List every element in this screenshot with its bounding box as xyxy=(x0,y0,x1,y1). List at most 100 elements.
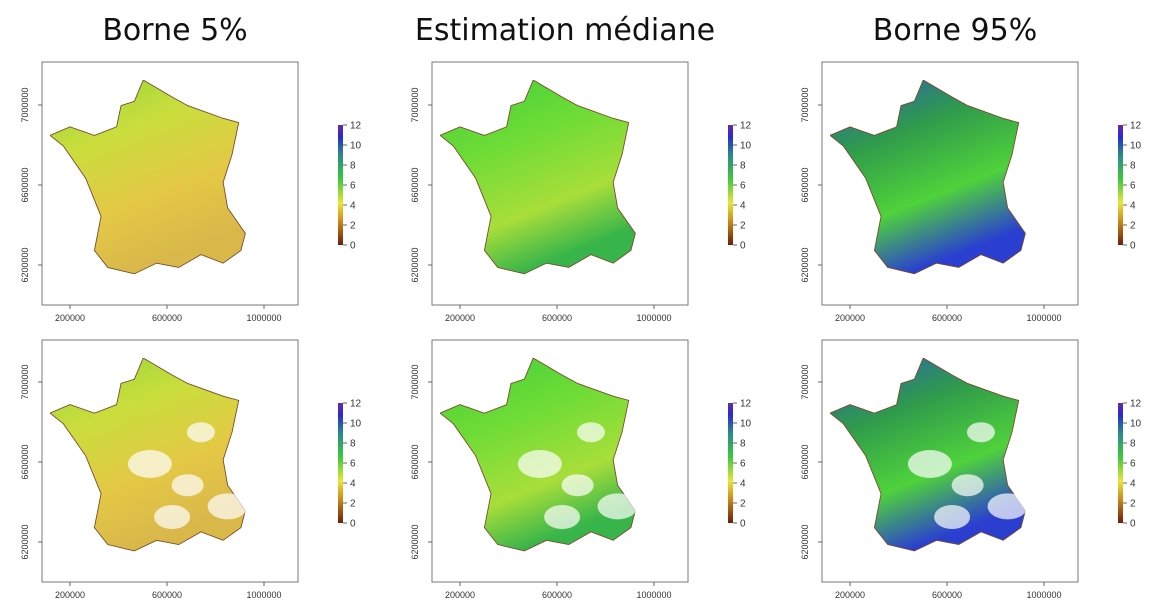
colorbar-label: 4 xyxy=(740,479,746,490)
plot-frame xyxy=(821,339,1079,583)
x-tick-label: 200000 xyxy=(55,590,85,600)
no-data-area xyxy=(907,450,952,478)
colorbar-label: 2 xyxy=(740,499,746,510)
x-tick-label: 1000000 xyxy=(636,590,671,600)
colorbar-label: 4 xyxy=(1130,201,1136,212)
x-tick-label: 600000 xyxy=(542,590,572,600)
no-data-area xyxy=(934,505,971,529)
x-tick-label: 1000000 xyxy=(246,313,281,323)
y-tick-label: 6200000 xyxy=(410,247,420,282)
colorbar-label: 12 xyxy=(350,399,362,410)
colorbar xyxy=(338,403,343,523)
colorbar-label: 6 xyxy=(740,459,746,470)
colorbar-label: 12 xyxy=(740,399,752,410)
colorbar-label: 2 xyxy=(350,499,356,510)
colorbar-label: 6 xyxy=(740,181,746,192)
colorbar-label: 4 xyxy=(350,201,356,212)
no-data-area xyxy=(987,493,1028,520)
colorbar-label: 12 xyxy=(350,121,362,132)
map xyxy=(50,80,246,275)
no-data-area xyxy=(597,493,638,520)
colorbar-label: 10 xyxy=(350,419,362,430)
x-tick-label: 200000 xyxy=(445,590,475,600)
y-tick-label: 6200000 xyxy=(20,524,30,559)
colorbar xyxy=(338,125,343,245)
no-data-area xyxy=(154,505,191,529)
colorbar-label: 6 xyxy=(350,459,356,470)
y-tick-label: 7000000 xyxy=(800,87,810,122)
colorbar xyxy=(1118,403,1123,523)
x-tick-label: 200000 xyxy=(55,313,85,323)
y-tick-label: 7000000 xyxy=(800,364,810,399)
no-data-area xyxy=(127,450,172,478)
x-tick-label: 600000 xyxy=(152,313,182,323)
plot-frame xyxy=(431,61,689,306)
y-tick-label: 7000000 xyxy=(20,364,30,399)
y-tick-label: 6200000 xyxy=(800,524,810,559)
y-tick-label: 6600000 xyxy=(20,167,30,202)
colorbar-label: 4 xyxy=(740,201,746,212)
colorbar-label: 0 xyxy=(1130,241,1136,252)
y-tick-label: 6600000 xyxy=(20,444,30,479)
x-tick-label: 600000 xyxy=(542,313,572,323)
colorbar-label: 8 xyxy=(1130,439,1136,450)
colorbar-label: 8 xyxy=(1130,161,1136,172)
y-tick-label: 6200000 xyxy=(800,247,810,282)
colorbar-label: 10 xyxy=(740,141,752,152)
no-data-area xyxy=(544,505,581,529)
colorbar-label: 0 xyxy=(1130,519,1136,530)
map xyxy=(440,80,636,275)
colorbar-label: 6 xyxy=(350,181,356,192)
plot-frame xyxy=(41,339,299,583)
colorbar xyxy=(728,403,733,523)
y-tick-label: 6600000 xyxy=(410,444,420,479)
colorbar-label: 12 xyxy=(1130,121,1142,132)
x-tick-label: 600000 xyxy=(932,590,962,600)
y-tick-label: 6600000 xyxy=(410,167,420,202)
x-tick-label: 200000 xyxy=(445,313,475,323)
x-tick-label: 600000 xyxy=(152,590,182,600)
colorbar xyxy=(1118,125,1123,245)
x-tick-label: 1000000 xyxy=(246,590,281,600)
no-data-area xyxy=(517,450,562,478)
plot-frame xyxy=(431,339,689,583)
y-tick-label: 7000000 xyxy=(20,87,30,122)
colorbar-label: 8 xyxy=(740,161,746,172)
colorbar-label: 10 xyxy=(1130,419,1142,430)
colorbar-label: 4 xyxy=(1130,479,1136,490)
no-data-area xyxy=(186,422,215,443)
colorbar-label: 8 xyxy=(350,161,356,172)
colorbar-label: 6 xyxy=(1130,181,1136,192)
colorbar-label: 2 xyxy=(1130,499,1136,510)
no-data-area xyxy=(576,422,605,443)
colorbar-label: 2 xyxy=(740,221,746,232)
colorbar-label: 4 xyxy=(350,479,356,490)
no-data-area xyxy=(951,474,984,497)
plot-frame xyxy=(41,61,299,306)
colorbar-label: 6 xyxy=(1130,459,1136,470)
x-tick-label: 200000 xyxy=(835,590,865,600)
plot-frame xyxy=(821,61,1079,306)
colorbar-label: 10 xyxy=(740,419,752,430)
colorbar-label: 10 xyxy=(1130,141,1142,152)
y-tick-label: 7000000 xyxy=(410,87,420,122)
x-tick-label: 1000000 xyxy=(636,313,671,323)
map xyxy=(830,80,1026,275)
column-title: Borne 5% xyxy=(102,13,247,48)
colorbar-label: 0 xyxy=(350,519,356,530)
colorbar-label: 0 xyxy=(350,241,356,252)
no-data-area xyxy=(171,474,204,497)
colorbar-label: 10 xyxy=(350,141,362,152)
colorbar xyxy=(728,125,733,245)
colorbar-label: 0 xyxy=(740,241,746,252)
y-tick-label: 6200000 xyxy=(20,247,30,282)
no-data-area xyxy=(561,474,594,497)
x-tick-label: 1000000 xyxy=(1026,590,1061,600)
colorbar-label: 12 xyxy=(740,121,752,132)
colorbar-label: 2 xyxy=(350,221,356,232)
y-tick-label: 6200000 xyxy=(410,524,420,559)
colorbar-label: 0 xyxy=(740,519,746,530)
colorbar-label: 8 xyxy=(350,439,356,450)
no-data-area xyxy=(207,493,248,520)
